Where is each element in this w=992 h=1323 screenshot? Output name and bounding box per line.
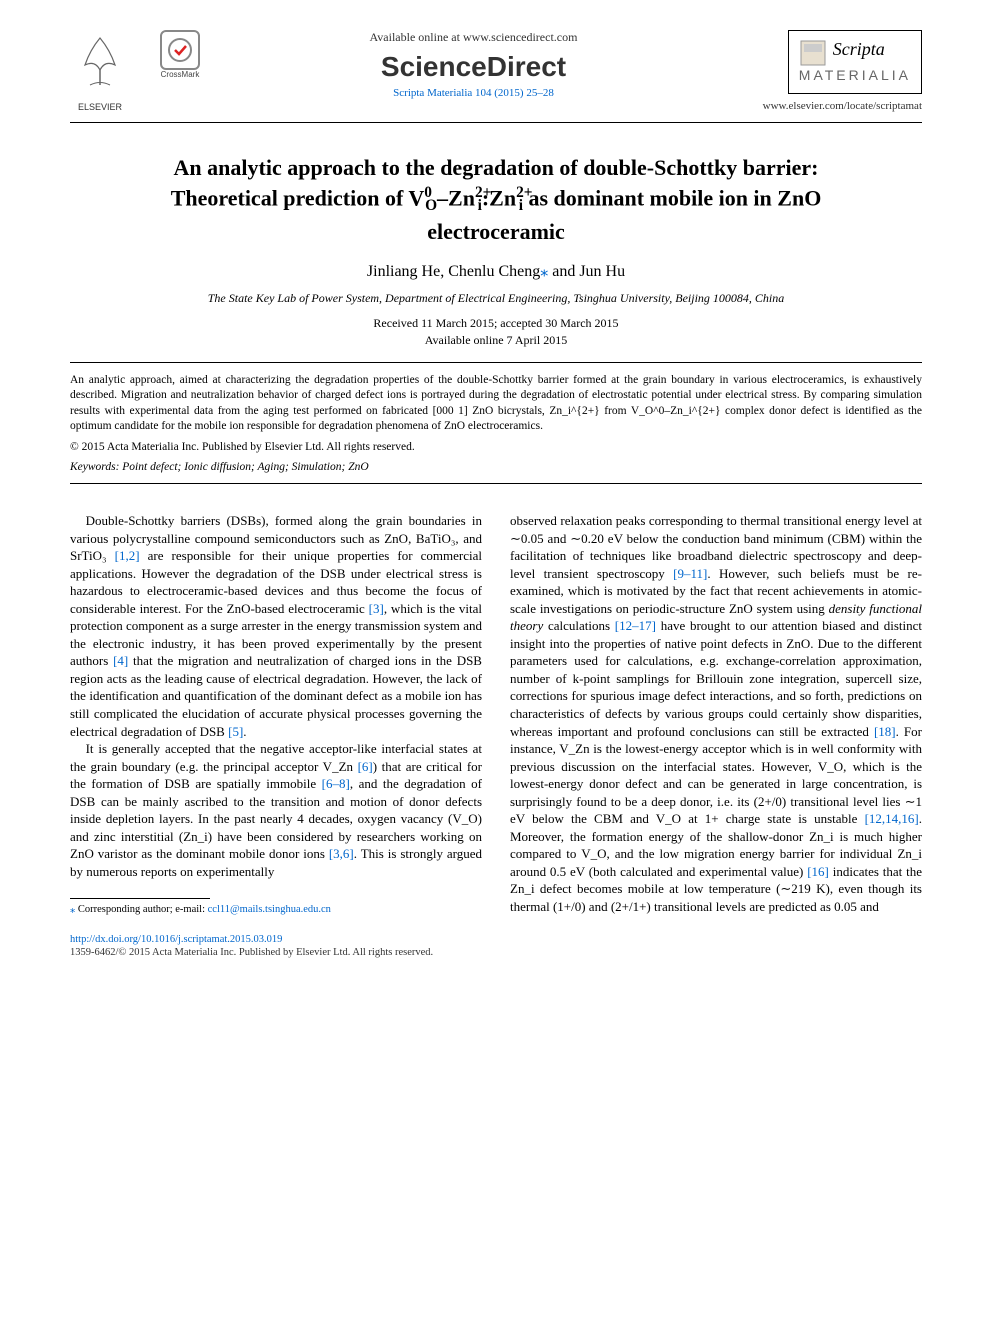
locate-link[interactable]: www.elsevier.com/locate/scriptamat — [742, 100, 922, 112]
body-two-column: Double-Schottky barriers (DSBs), formed … — [70, 512, 922, 918]
corresponding-author-footnote: ⁎ Corresponding author; e-mail: ccl11@ma… — [70, 903, 482, 917]
paragraph-1: Double-Schottky barriers (DSBs), formed … — [70, 512, 482, 740]
left-logo-group: ELSEVIER CrossMark — [70, 30, 205, 112]
ref-18[interactable]: [18] — [874, 724, 896, 739]
center-header: Available online at www.sciencedirect.co… — [205, 30, 742, 99]
journal-header: ELSEVIER CrossMark Available online at w… — [70, 30, 922, 112]
ref-6-8[interactable]: [6–8] — [322, 776, 350, 791]
ref-9-11[interactable]: [9–11] — [673, 566, 707, 581]
available-online-date: Available online 7 April 2015 — [70, 333, 922, 348]
ref-1-2[interactable]: [1,2] — [115, 548, 140, 563]
sciencedirect-logo[interactable]: ScienceDirect — [225, 51, 722, 83]
footnote-separator — [70, 898, 210, 899]
elsevier-tree-icon — [70, 30, 130, 100]
title-line3: electroceramic — [427, 219, 565, 244]
pre-abstract-rule — [70, 362, 922, 363]
ref-4[interactable]: [4] — [113, 653, 128, 668]
column-left: Double-Schottky barriers (DSBs), formed … — [70, 512, 482, 918]
ref-12-14-16[interactable]: [12,14,16] — [865, 811, 919, 826]
ref-12-17[interactable]: [12–17] — [615, 618, 656, 633]
scripta-sub: MATERIALIA — [799, 67, 911, 83]
ref-3[interactable]: [3] — [369, 601, 384, 616]
ref-3-6[interactable]: [3,6] — [329, 846, 354, 861]
title-line2-pre: Theoretical prediction of V — [171, 185, 425, 210]
post-abstract-rule — [70, 483, 922, 484]
ref-5[interactable]: [5] — [228, 724, 243, 739]
affiliation: The State Key Lab of Power System, Depar… — [70, 291, 922, 306]
ref-16[interactable]: [16] — [807, 864, 829, 879]
authors: Jinliang He, Chenlu Cheng⁎ and Jun Hu — [70, 261, 922, 281]
crossmark-label: CrossMark — [155, 70, 205, 79]
ref-6[interactable]: [6] — [358, 759, 373, 774]
author-1: Jinliang He — [367, 263, 440, 280]
journal-reference: Scripta Materialia 104 (2015) 25–28 — [225, 87, 722, 99]
right-logo-block: Scripta MATERIALIA www.elsevier.com/loca… — [742, 30, 922, 112]
scripta-title: Scripta — [833, 39, 885, 59]
article-title: An analytic approach to the degradation … — [70, 153, 922, 247]
paragraph-2: It is generally accepted that the negati… — [70, 740, 482, 880]
corresponding-email[interactable]: ccl11@mails.tsinghua.edu.cn — [208, 904, 331, 915]
abstract: An analytic approach, aimed at character… — [70, 373, 922, 435]
elsevier-label: ELSEVIER — [70, 102, 130, 112]
elsevier-logo-block: ELSEVIER — [70, 30, 130, 112]
author-3: Jun Hu — [579, 263, 625, 280]
doi-link[interactable]: http://dx.doi.org/10.1016/j.scriptamat.2… — [70, 934, 922, 945]
journal-cover-icon — [799, 39, 827, 67]
keywords: Keywords: Point defect; Ionic diffusion;… — [70, 461, 922, 473]
crossmark-logo-block[interactable]: CrossMark — [155, 30, 205, 95]
header-rule — [70, 122, 922, 123]
available-online-text: Available online at www.sciencedirect.co… — [225, 30, 722, 45]
scripta-materialia-logo: Scripta MATERIALIA — [788, 30, 922, 94]
crossmark-icon — [160, 30, 200, 70]
keywords-label: Keywords: — [70, 461, 119, 473]
keywords-text: Point defect; Ionic diffusion; Aging; Si… — [119, 461, 368, 473]
author-2: Chenlu Cheng — [448, 263, 540, 280]
abstract-copyright: © 2015 Acta Materialia Inc. Published by… — [70, 441, 922, 453]
issn-copyright: 1359-6462/© 2015 Acta Materialia Inc. Pu… — [70, 947, 922, 958]
paragraph-cont: observed relaxation peaks corresponding … — [510, 512, 922, 916]
column-right: observed relaxation peaks corresponding … — [510, 512, 922, 918]
title-line1: An analytic approach to the degradation … — [174, 155, 819, 180]
received-accepted-dates: Received 11 March 2015; accepted 30 Marc… — [70, 316, 922, 331]
